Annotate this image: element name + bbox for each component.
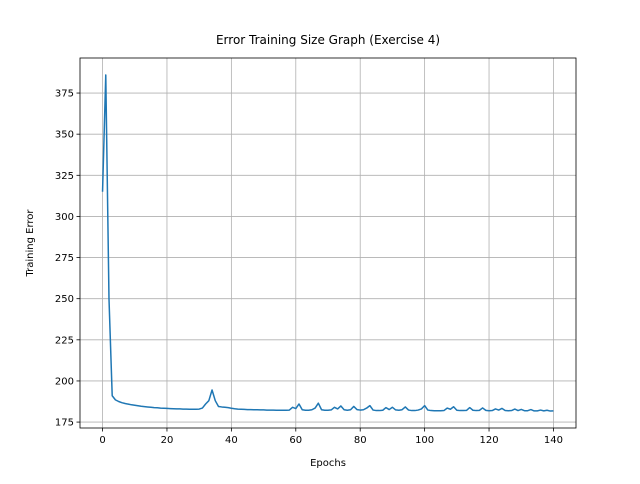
grid	[80, 58, 576, 428]
axes-frame	[79, 57, 577, 429]
y-tick-label: 325	[55, 171, 74, 182]
y-tick-label: 275	[55, 253, 74, 264]
data-line	[101, 74, 554, 412]
x-tick-label: 80	[354, 435, 367, 446]
y-tick-label: 200	[55, 376, 74, 387]
y-tick-label: 375	[55, 89, 74, 100]
x-axis-label: Epochs	[310, 458, 346, 469]
x-tick-label: 20	[161, 435, 174, 446]
y-axis-label: Training Error	[25, 209, 36, 278]
x-tick-label: 100	[415, 435, 434, 446]
y-tick-label: 225	[55, 335, 74, 346]
x-tick-label: 140	[544, 435, 563, 446]
y-tick-label: 350	[55, 130, 74, 141]
y-tick-label: 175	[55, 418, 74, 429]
y-tick-label: 250	[55, 294, 74, 305]
plot	[101, 74, 554, 412]
x-tick-label: 60	[289, 435, 302, 446]
y-tick-label: 300	[55, 212, 74, 223]
chart-title: Error Training Size Graph (Exercise 4)	[216, 33, 440, 47]
x-tick-label: 40	[225, 435, 238, 446]
x-tick-label: 0	[99, 435, 105, 446]
x-tick-label: 120	[479, 435, 498, 446]
